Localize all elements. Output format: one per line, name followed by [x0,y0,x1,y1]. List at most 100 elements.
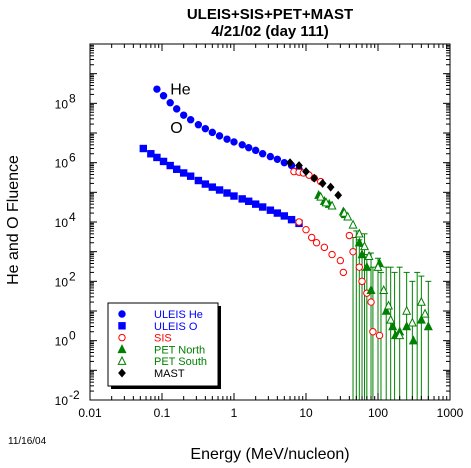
y-tick-label: 10 [55,394,69,408]
data-point [223,135,231,143]
data-point [153,85,161,93]
data-point [194,176,203,185]
legend-marker [118,368,126,378]
data-point [186,116,195,124]
data-point [326,182,335,192]
data-point [349,247,357,256]
data-point [295,218,303,226]
data-point [386,314,396,324]
data-point [343,211,353,221]
data-point [423,321,433,331]
data-point [302,167,310,177]
y-tick-label: 10 [55,97,69,111]
legend-label: MAST [154,368,185,380]
data-point [251,146,260,155]
y-tick-label: 10 [55,216,69,230]
data-point [345,231,354,240]
data-point [381,305,391,315]
data-point [273,209,282,217]
data-point [360,241,370,251]
data-point [244,143,253,152]
y-tick-label: 10 [55,157,69,171]
data-point [153,153,161,162]
data-points [139,85,433,345]
data-point [166,161,174,170]
data-point [266,152,275,161]
data-point [327,200,337,210]
chart-subtitle: 4/21/02 (day 111) [211,23,329,40]
legend-label: PET North [154,344,205,356]
legend-marker [118,322,126,330]
data-point [339,207,349,217]
data-point [379,284,389,294]
data-point [348,219,358,229]
data-point [362,261,372,271]
data-point [358,277,366,286]
chart-title: ULEIS+SIS+PET+MAST [187,6,353,23]
x-tick-label: 100 [368,406,388,420]
series-mast [286,158,343,200]
data-point [266,206,275,214]
data-point [375,331,384,340]
data-point [334,190,343,200]
data-point [159,157,168,166]
y-tick-label: 10 [55,275,69,289]
data-point [179,111,188,119]
legend-label: SIS [154,333,172,345]
data-point [172,165,181,173]
data-point [302,226,310,234]
legend-label: ULEIS He [154,309,203,321]
data-point [194,121,203,129]
y-tick-exponent: 8 [69,91,76,105]
data-point [416,314,426,324]
series-uleis-he [153,85,303,173]
data-point [287,215,296,224]
data-point [364,250,374,260]
data-point [215,186,224,194]
data-point [369,328,377,336]
x-tick-label: 1 [231,406,238,420]
data-point [244,197,253,205]
data-point [208,128,217,137]
data-point [388,321,398,331]
data-point [354,228,364,238]
x-tick-label: 10 [299,406,313,420]
data-point [318,178,327,188]
data-point [321,197,331,207]
x-tick-label: 0.1 [154,406,171,420]
data-point [402,305,412,315]
data-point [295,161,303,171]
x-tick-label: 1000 [437,406,464,420]
data-point [286,158,294,168]
data-point [408,335,418,345]
data-point [336,256,345,265]
data-point [238,141,246,149]
data-point [355,263,364,271]
data-point [172,105,181,113]
data-point [223,189,231,197]
data-point [166,99,174,107]
axis-ticks [89,44,451,401]
legend-marker [117,344,127,354]
annotation-label: O [170,120,182,137]
legend-box [107,302,219,387]
data-point [354,237,364,247]
data-point [308,233,316,242]
y-tick-label: 10 [55,335,69,349]
data-point [395,330,405,340]
data-point [357,249,367,259]
data-point [179,169,188,177]
y-tick-exponent: 2 [69,269,76,283]
legend-marker [117,355,127,365]
annotation-label: He [170,81,191,98]
x-tick-label: 0.01 [78,406,102,420]
data-point [215,132,224,140]
legend-marker [118,310,126,318]
data-point [230,138,238,146]
legend-marker [118,333,126,342]
data-point [316,191,326,201]
series-annotations: He O [170,81,191,137]
